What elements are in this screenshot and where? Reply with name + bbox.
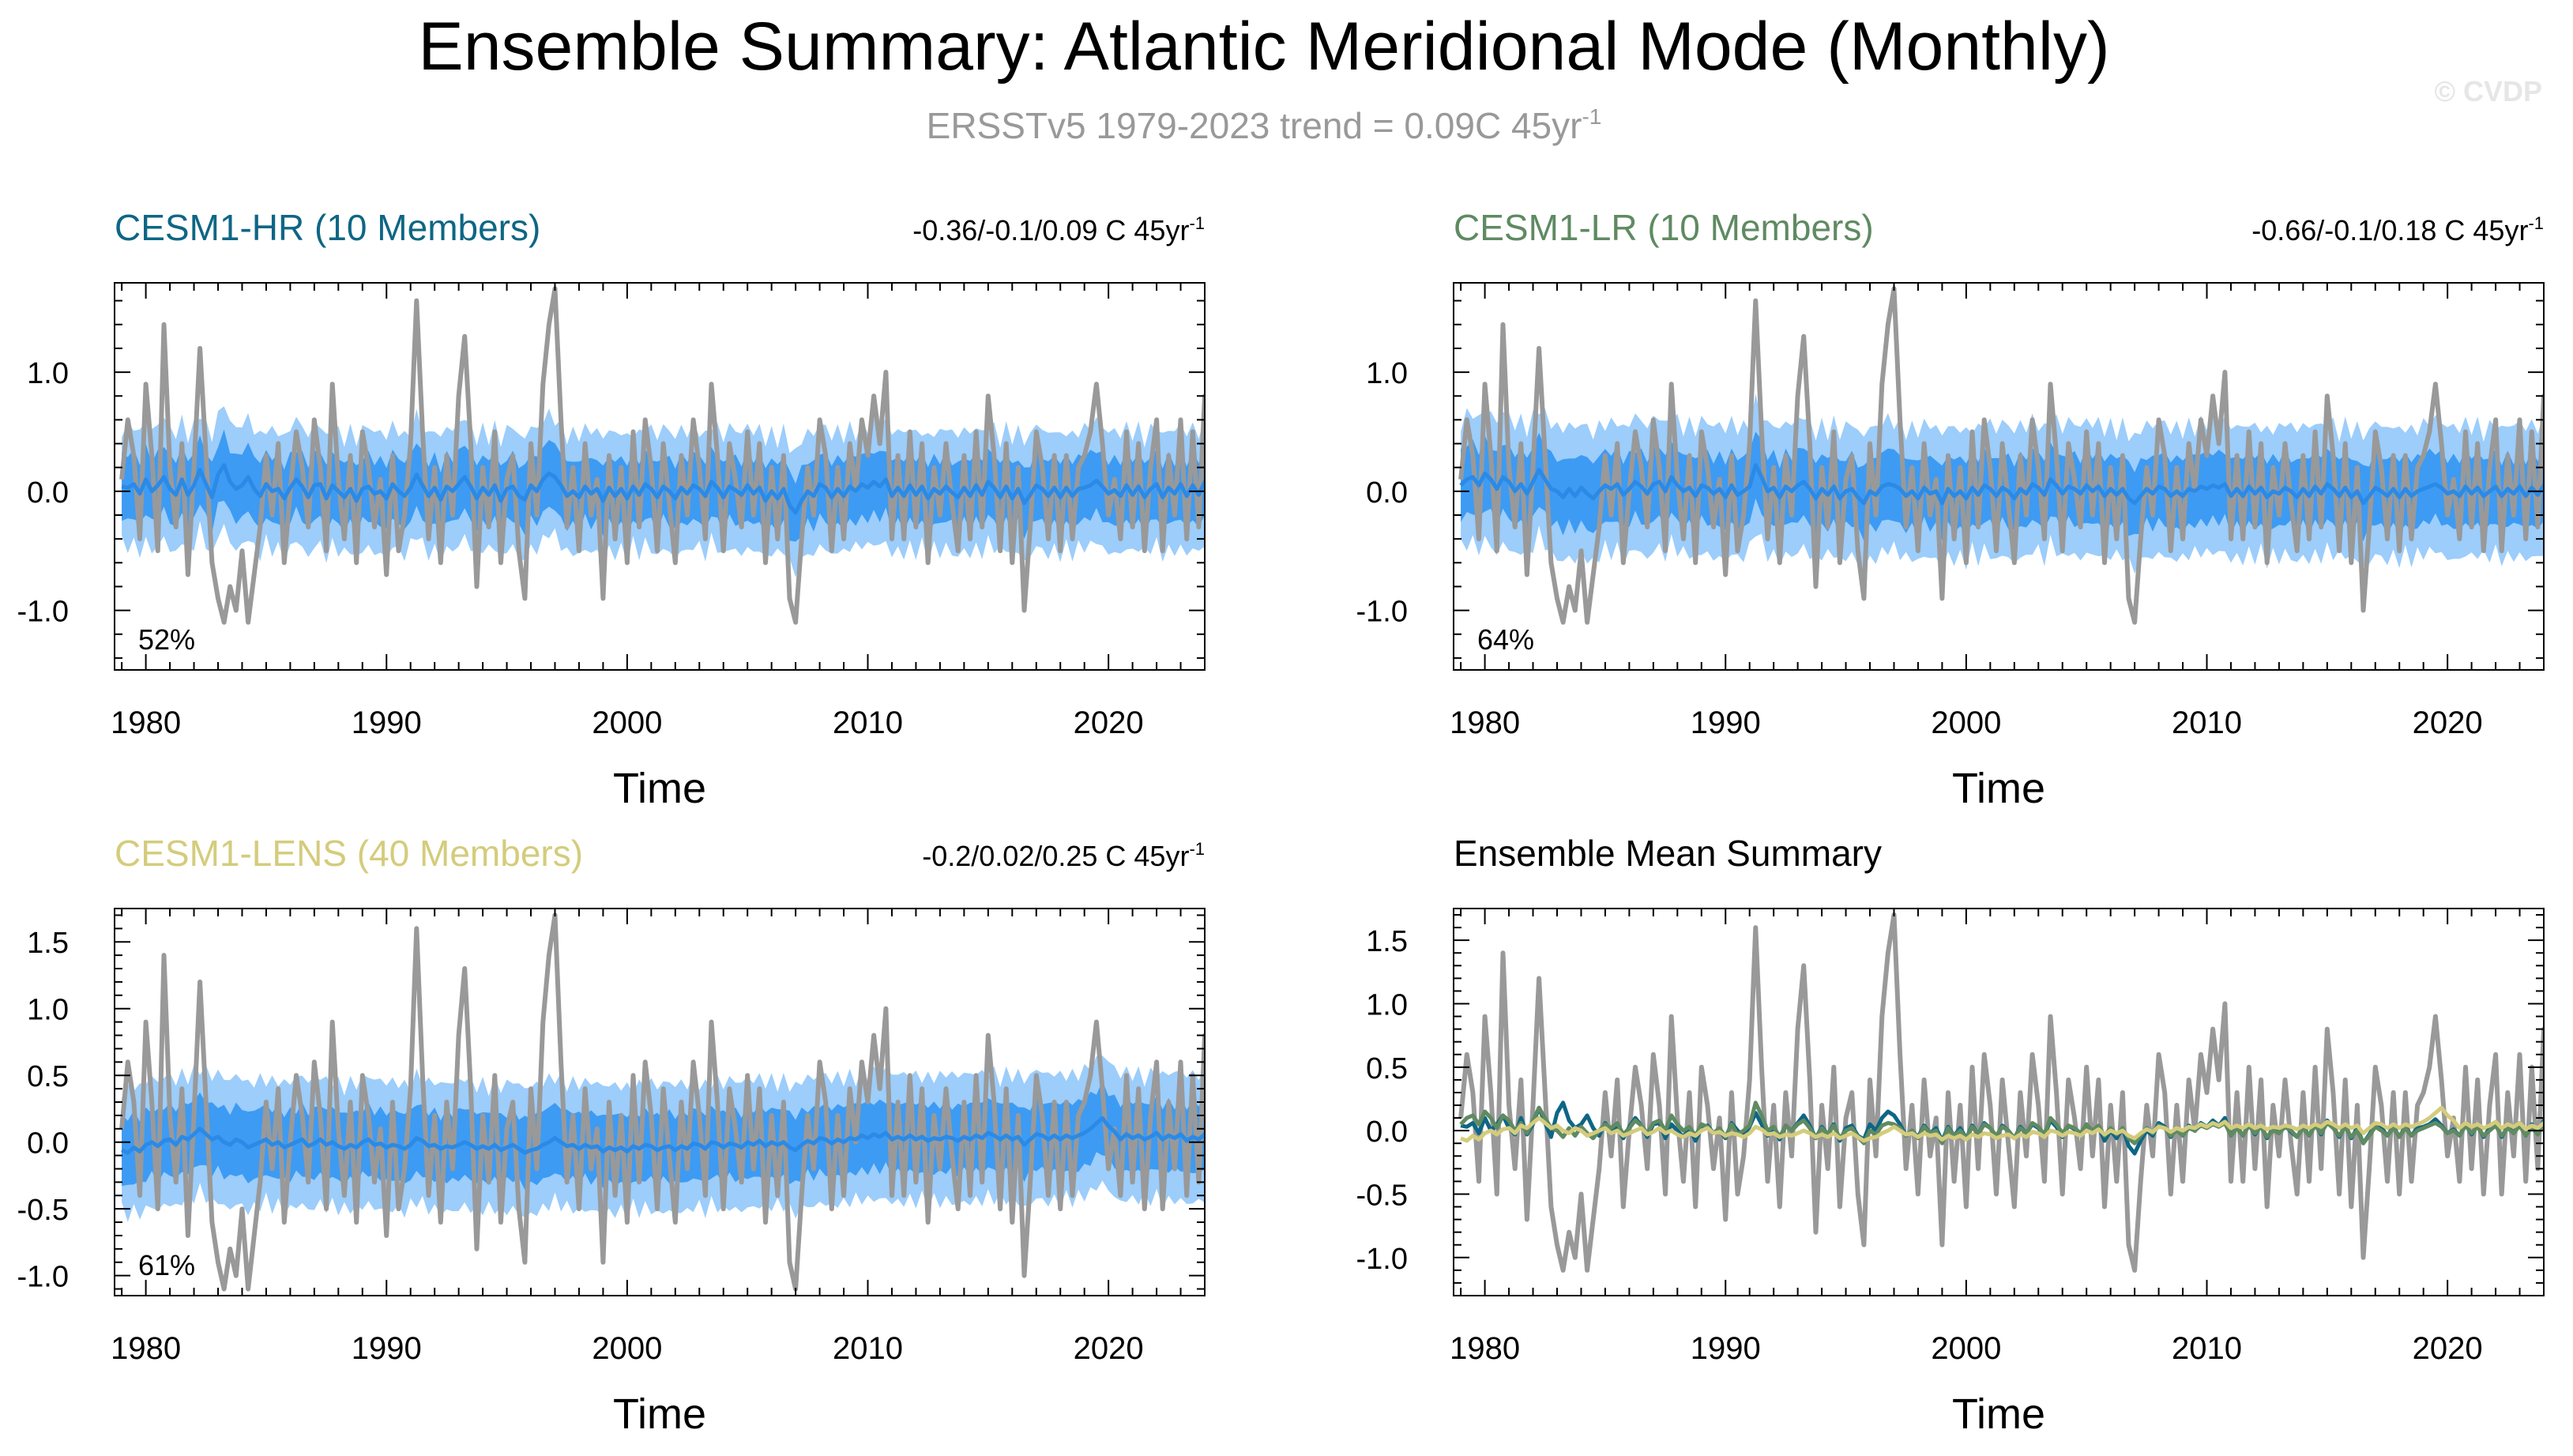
percent-label: 52% <box>138 623 195 656</box>
panel-title: CESM1-HR (10 Members) <box>115 207 540 248</box>
x-tick-label: 1990 <box>1691 1331 1761 1366</box>
series-line-obs <box>119 286 1205 625</box>
trend-label: -0.2/0.02/0.25 C 45yr-1 <box>922 839 1205 872</box>
y-tick-label: 0.5 <box>27 1060 69 1093</box>
panel-title: CESM1-LENS (40 Members) <box>115 833 583 874</box>
y-tick-label: 0.0 <box>27 476 69 510</box>
trend-label: -0.66/-0.1/0.18 C 45yr-1 <box>2251 213 2544 246</box>
trend-label-main: -0.2/0.02/0.25 C 45yr <box>922 840 1189 872</box>
y-tick-label: 1.0 <box>27 357 69 390</box>
x-axis-label: Time <box>1952 765 2045 812</box>
x-tick-label: 2010 <box>833 1331 903 1366</box>
panel-3: 1980 1990 2000 2010 2020 -1.0 -0.5 0.0 0.5 1.0 1.5… <box>17 833 1206 1438</box>
series-line-obs <box>119 912 1205 1292</box>
trend-label-main: -0.36/-0.1/0.09 C 45yr <box>912 214 1189 246</box>
y-tick-label: 0.0 <box>27 1127 69 1161</box>
x-tick-label: 1980 <box>1450 1331 1520 1366</box>
percent-label: 61% <box>138 1249 195 1281</box>
plot-area <box>119 286 1205 625</box>
series-line-mean <box>121 1116 1205 1155</box>
y-tick-label: 1.0 <box>1366 988 1408 1021</box>
x-tick-label: 2010 <box>2172 1331 2242 1366</box>
panels-container: 1980 1990 2000 2010 2020 -1.0 0.0 1.0 Time CESM1-… <box>17 207 2545 1438</box>
percent-label: 64% <box>1477 623 1534 656</box>
plot-frame <box>114 282 1206 671</box>
plot-area <box>119 912 1205 1292</box>
x-tick-label: 1980 <box>1450 705 1520 740</box>
series-line-obs <box>1458 912 2544 1273</box>
y-tick-label: 1.5 <box>27 927 69 960</box>
series-line-mean <box>121 463 1205 515</box>
trend-label: -0.36/-0.1/0.09 C 45yr-1 <box>912 213 1205 246</box>
x-axis-label: Time <box>613 765 706 812</box>
y-tick-label: 1.5 <box>1366 925 1408 958</box>
trend-label-sup: -1 <box>2528 213 2544 233</box>
panel-4: 1980 1990 2000 2010 2020 -1.0 -0.5 0.0 0.5 1.0 1.5… <box>1356 833 2545 1438</box>
x-tick-label: 2000 <box>592 1331 662 1366</box>
x-tick-label: 2010 <box>833 705 903 740</box>
y-tick-label: 1.0 <box>1366 357 1408 390</box>
y-tick-label: -1.0 <box>1356 596 1408 629</box>
x-tick-label: 1980 <box>111 705 181 740</box>
y-tick-label: 0.0 <box>1366 476 1408 510</box>
x-tick-label: 2020 <box>1074 705 1144 740</box>
series-line-lens <box>1460 1105 2544 1143</box>
panel-1: 1980 1990 2000 2010 2020 -1.0 0.0 1.0 Time CESM1-… <box>17 207 1206 812</box>
plot-frame <box>1453 908 2545 1296</box>
series-line-mean <box>1459 463 2544 506</box>
plot-frame <box>1453 282 2545 671</box>
subtitle-main: ERSSTv5 1979-2023 trend = 0.09C 45yr <box>927 105 1582 146</box>
figure-subtitle: ERSSTv5 1979-2023 trend = 0.09C 45yr-1 <box>927 104 1602 146</box>
panel-2: 1980 1990 2000 2010 2020 -1.0 0.0 1.0 Time CESM1-… <box>1356 207 2545 812</box>
x-tick-label: 2020 <box>2413 1331 2483 1366</box>
figure-title: Ensemble Summary: Atlantic Meridional Mo… <box>418 9 2109 85</box>
y-tick-label: 1.0 <box>27 994 69 1027</box>
y-tick-label: -0.5 <box>1356 1179 1408 1212</box>
x-tick-label: 2020 <box>2413 705 2483 740</box>
plot-area <box>1458 912 2544 1273</box>
subtitle-sup: -1 <box>1582 104 1601 129</box>
y-tick-label: 0.0 <box>1366 1116 1408 1149</box>
series-line-obs <box>1458 286 2544 625</box>
panel-title: Ensemble Mean Summary <box>1454 833 1882 874</box>
panel-title: CESM1-LR (10 Members) <box>1454 207 1874 248</box>
trend-label-sup: -1 <box>1189 213 1205 233</box>
x-tick-label: 1990 <box>352 1331 422 1366</box>
x-tick-label: 2000 <box>1931 1331 2001 1366</box>
y-tick-label: 0.5 <box>1366 1052 1408 1085</box>
y-tick-label: -1.0 <box>1356 1243 1408 1276</box>
trend-label-sup: -1 <box>1189 839 1205 859</box>
x-tick-label: 2000 <box>592 705 662 740</box>
watermark: © CVDP <box>2434 75 2542 107</box>
y-tick-label: -1.0 <box>17 596 69 629</box>
x-axis-label: Time <box>1952 1390 2045 1438</box>
x-tick-label: 1980 <box>111 1331 181 1366</box>
x-tick-label: 1990 <box>1691 705 1761 740</box>
trend-label-main: -0.66/-0.1/0.18 C 45yr <box>2251 214 2528 246</box>
x-tick-label: 2010 <box>2172 705 2242 740</box>
plot-area <box>1458 286 2544 625</box>
x-tick-label: 1990 <box>352 705 422 740</box>
x-axis-label: Time <box>613 1390 706 1438</box>
x-tick-label: 2000 <box>1931 705 2001 740</box>
x-tick-label: 2020 <box>1074 1331 1144 1366</box>
y-tick-label: -0.5 <box>17 1194 69 1227</box>
y-tick-label: -1.0 <box>17 1261 69 1294</box>
